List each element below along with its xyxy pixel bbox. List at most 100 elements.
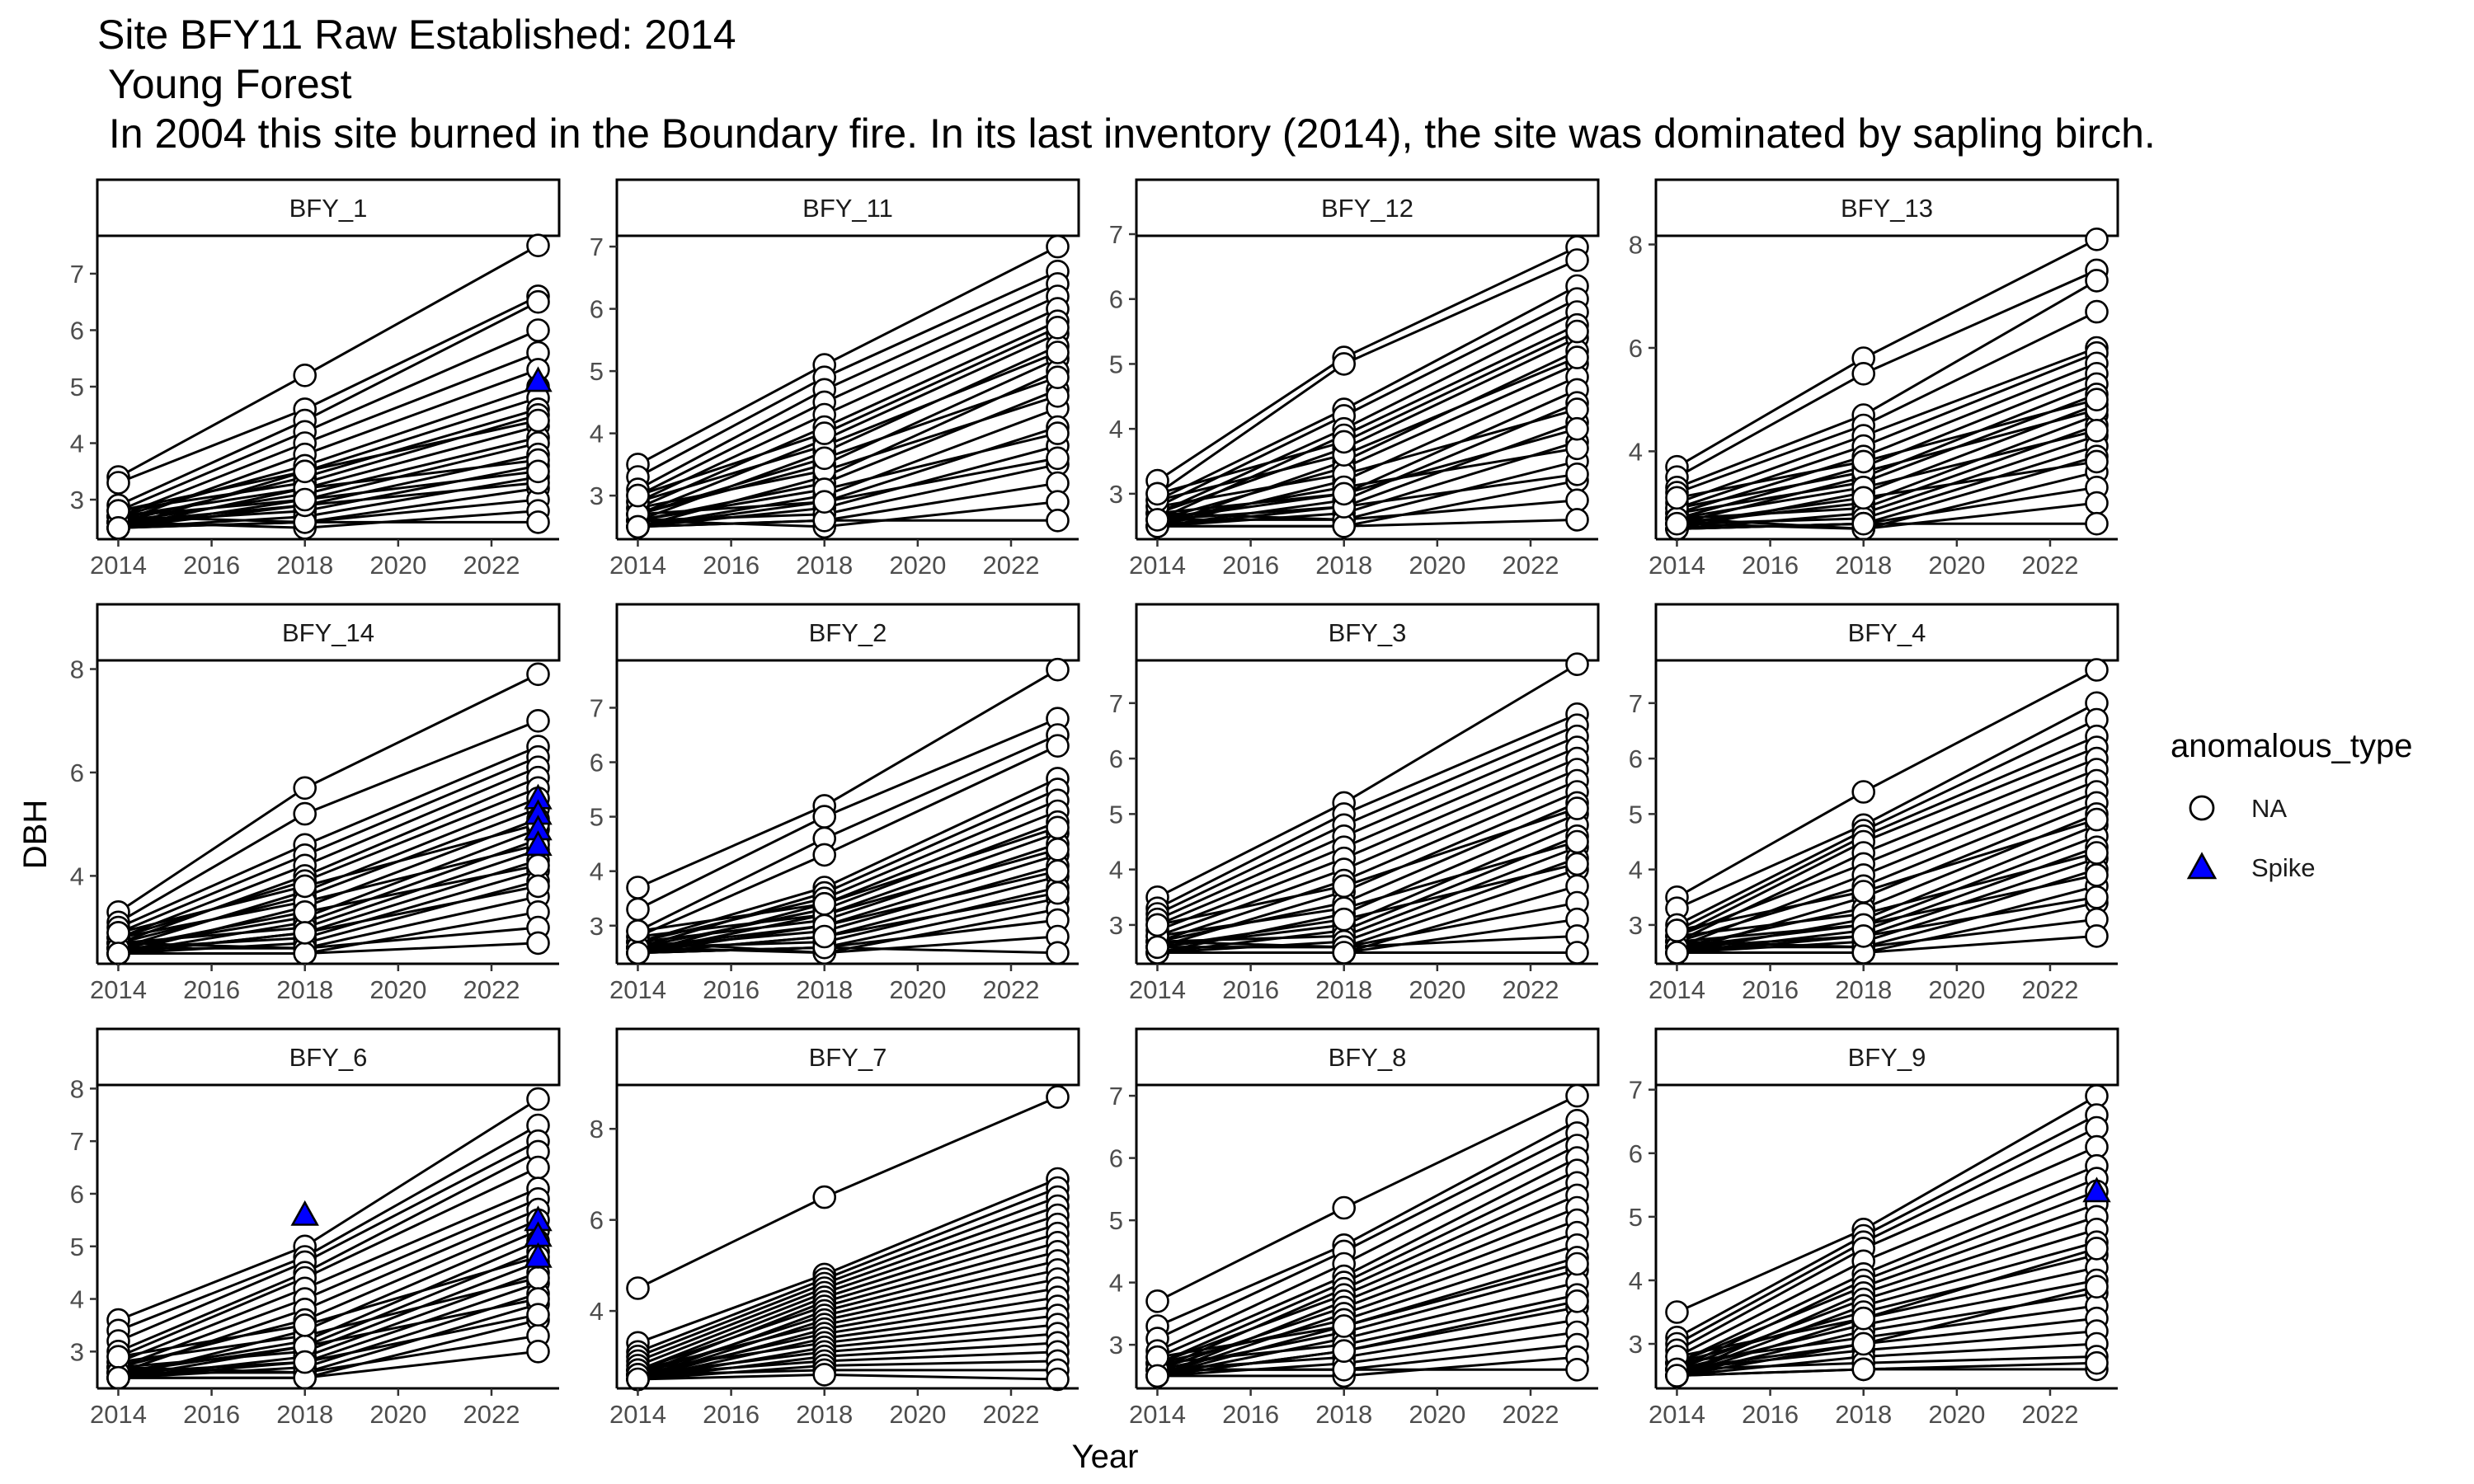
x-tick-label: 2014 — [90, 1400, 147, 1429]
x-tick-label: 2022 — [1502, 1400, 1559, 1429]
na-point — [526, 662, 550, 687]
na-point — [1851, 1306, 1875, 1331]
na-point — [1046, 734, 1070, 758]
na-point — [1046, 941, 1070, 965]
y-tick-label: 7 — [1629, 1076, 1643, 1105]
x-tick-label: 2018 — [276, 1400, 333, 1429]
facet-strip — [96, 178, 561, 237]
facet-strip — [615, 603, 1080, 662]
facet-panel: BFY_4 3 4 5 6 7 2014 2016 2018 2020 2022 — [1629, 603, 2119, 1004]
x-tick-label: 2020 — [1928, 1400, 1985, 1429]
facet-label: BFY_9 — [1848, 1043, 1926, 1072]
x-tick-label: 2022 — [2021, 1400, 2078, 1429]
na-point — [1332, 481, 1356, 506]
x-tick-label: 2014 — [1129, 975, 1186, 1004]
na-point — [1332, 1339, 1356, 1363]
na-point — [1046, 508, 1070, 533]
na-point — [1565, 345, 1589, 369]
legend-title: anomalous_type — [2171, 728, 2413, 764]
y-tick-label: 4 — [1629, 856, 1643, 885]
y-tick-label: 7 — [1109, 689, 1123, 718]
facet-label: BFY_8 — [1329, 1043, 1407, 1072]
na-point — [106, 942, 130, 965]
na-point — [2085, 1350, 2109, 1375]
na-point — [526, 1155, 550, 1180]
na-point — [1851, 449, 1875, 474]
na-point — [626, 876, 650, 899]
na-point — [2085, 418, 2109, 443]
y-axis-title: DBH — [17, 800, 54, 869]
na-point — [1851, 780, 1875, 804]
na-point — [1046, 1085, 1070, 1109]
na-point — [626, 1367, 650, 1392]
na-point — [1565, 436, 1589, 461]
facet-panel: BFY_14 4 6 8 2014 2016 2018 2020 2022 — [70, 603, 561, 1004]
y-tick-label: 6 — [1629, 1139, 1643, 1168]
legend: anomalous_type NA Spike — [2171, 728, 2413, 882]
x-tick-label: 2016 — [183, 551, 240, 580]
y-tick-label: 6 — [1629, 334, 1643, 363]
x-tick-label: 2016 — [1222, 975, 1279, 1004]
y-tick-label: 6 — [70, 758, 84, 787]
tree-growth-line — [1157, 834, 1578, 954]
x-tick-label: 2016 — [183, 975, 240, 1004]
na-point — [1046, 859, 1070, 883]
facet-strip — [615, 1027, 1080, 1087]
y-tick-label: 3 — [1109, 480, 1123, 509]
na-point — [1665, 941, 1689, 965]
x-tick-label: 2020 — [369, 975, 426, 1004]
x-tick-label: 2016 — [1742, 975, 1799, 1004]
x-tick-label: 2020 — [369, 1400, 426, 1429]
y-tick-label: 5 — [1109, 800, 1123, 829]
facet-strip — [1135, 178, 1600, 237]
na-point — [2085, 1275, 2109, 1298]
facet-strip — [1135, 1027, 1600, 1087]
y-tick-label: 6 — [590, 295, 604, 324]
na-point — [106, 921, 130, 945]
spike-point — [290, 1200, 319, 1226]
na-point — [1565, 416, 1589, 441]
y-tick-label: 5 — [1629, 1203, 1643, 1232]
x-tick-label: 2018 — [276, 975, 333, 1004]
tree-growth-line — [117, 295, 539, 484]
na-point — [526, 510, 550, 534]
facet-panel: BFY_9 3 4 5 6 7 2014 2016 2018 2020 2022 — [1629, 1027, 2119, 1429]
na-point — [2085, 227, 2109, 251]
na-point — [293, 900, 317, 924]
na-point — [526, 1303, 550, 1327]
x-tick-label: 2018 — [1315, 551, 1372, 580]
x-tick-label: 2022 — [463, 1400, 520, 1429]
y-tick-label: 5 — [590, 357, 604, 386]
x-tick-label: 2016 — [703, 551, 760, 580]
chart-title-line-1: Site BFY11 Raw Established: 2014 — [97, 12, 736, 58]
facet-strip — [96, 1027, 561, 1087]
facet-panel: BFY_13 4 6 8 2014 2016 2018 2020 2022 — [1629, 178, 2119, 580]
na-point — [293, 921, 317, 945]
y-tick-label: 4 — [70, 862, 84, 890]
na-point — [812, 924, 837, 949]
x-tick-label: 2022 — [2021, 551, 2078, 580]
na-point — [812, 1363, 837, 1387]
tree-growth-line — [1156, 1169, 1578, 1365]
na-point — [526, 1340, 550, 1364]
y-tick-label: 7 — [70, 1127, 84, 1156]
y-tick-label: 5 — [70, 1233, 84, 1261]
y-tick-label: 4 — [590, 1297, 604, 1326]
na-point — [526, 874, 550, 899]
na-point — [1565, 652, 1589, 677]
na-point — [1332, 352, 1356, 376]
x-tick-label: 2022 — [1502, 975, 1559, 1004]
na-point — [1046, 340, 1070, 364]
na-point — [293, 487, 317, 512]
facet-strip — [1654, 178, 2119, 237]
na-point — [1046, 421, 1070, 445]
na-point — [1046, 234, 1070, 259]
na-point — [1851, 1357, 1875, 1382]
x-tick-label: 2020 — [369, 551, 426, 580]
tree-growth-line — [637, 1186, 1059, 1354]
facet-panel: BFY_7 4 6 8 2014 2016 2018 2020 2022 — [590, 1027, 1080, 1429]
y-tick-label: 8 — [1629, 231, 1643, 260]
x-tick-label: 2016 — [1742, 1400, 1799, 1429]
na-point — [1851, 361, 1875, 386]
